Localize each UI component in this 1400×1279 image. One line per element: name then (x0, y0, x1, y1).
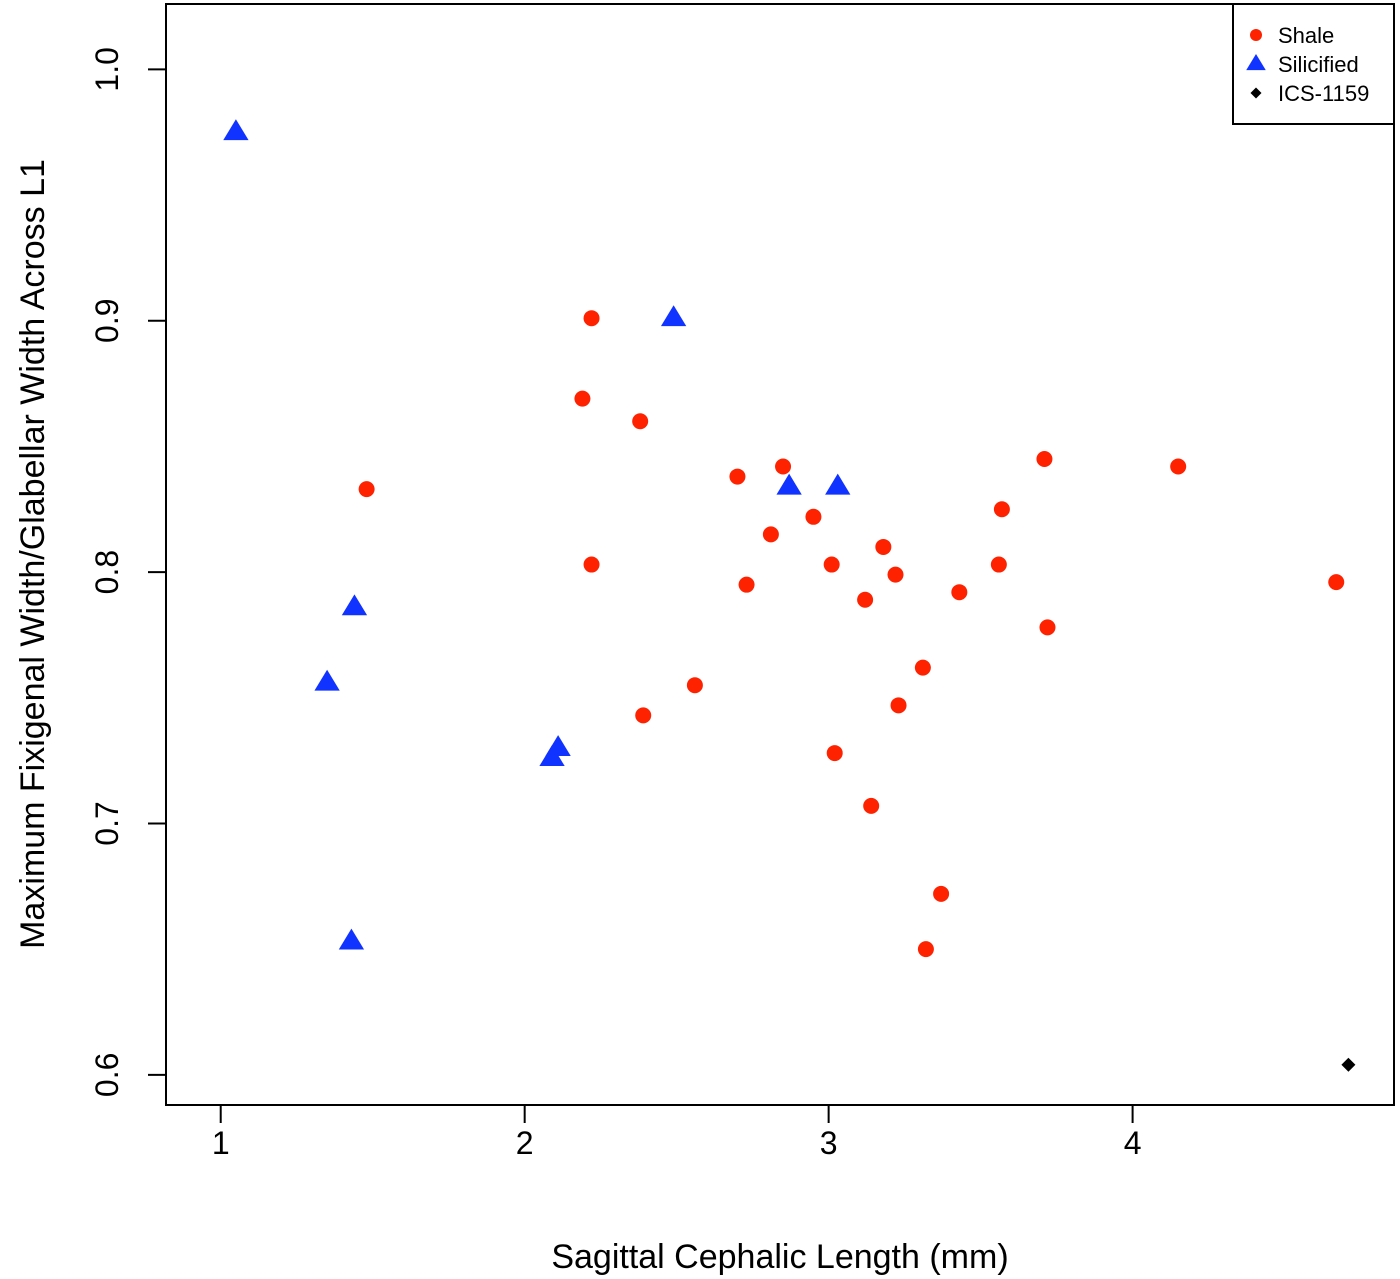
x-tick-label: 1 (212, 1125, 230, 1161)
x-tick-label: 2 (516, 1125, 534, 1161)
triangle-point (223, 119, 249, 141)
circle-point (358, 481, 375, 498)
series-shale (358, 310, 1345, 958)
legend-marker (1250, 87, 1262, 99)
x-axis-title: Sagittal Cephalic Length (mm) (551, 1238, 1008, 1276)
circle-point (686, 677, 703, 694)
legend-item: Silicified (1246, 52, 1359, 77)
circle-point (914, 659, 931, 676)
circle-point (805, 508, 822, 525)
circle-point (738, 576, 755, 593)
circle-point (632, 413, 649, 430)
circle-point (775, 458, 792, 475)
circle-point (933, 885, 950, 902)
y-axis: 0.6 0.7 0.8 0.9 1.0 (89, 47, 167, 1097)
circle-point (762, 526, 779, 543)
circle-point (917, 941, 934, 958)
x-axis: 1 2 3 4 (212, 1104, 1142, 1161)
y-tick-label: 0.9 (89, 298, 125, 342)
legend-item: ICS-1159 (1250, 81, 1369, 106)
triangle-point (338, 928, 365, 950)
circle-point (826, 745, 843, 762)
circle-point (990, 556, 1007, 573)
series-ics-1159 (1341, 1057, 1356, 1072)
circle-point (951, 584, 968, 601)
y-tick-label: 0.7 (89, 801, 125, 845)
legend-item: Shale (1250, 23, 1334, 48)
y-tick-label: 1.0 (89, 47, 125, 91)
circle-point (1039, 619, 1056, 636)
legend-label: Shale (1278, 23, 1334, 48)
y-tick-label: 0.6 (89, 1053, 125, 1097)
circle-point (887, 566, 904, 583)
circle-point (1328, 574, 1345, 591)
triangle-point (341, 594, 368, 616)
series-silicified (223, 119, 851, 950)
triangle-point (825, 473, 851, 495)
circle-point (729, 468, 746, 485)
circle-point (1036, 450, 1053, 467)
triangle-point (660, 305, 687, 327)
circle-point (890, 697, 907, 714)
data-points (223, 119, 1356, 1072)
circle-point (875, 538, 892, 555)
y-tick-label: 0.8 (89, 550, 125, 594)
legend: Shale Silicified ICS-1159 (1232, 3, 1395, 125)
y-axis-title: Maximum Fixigenal Width/Glabellar Width … (14, 159, 52, 949)
circle-point (1170, 458, 1187, 475)
circle-point (583, 310, 600, 327)
circle-point (857, 591, 874, 608)
diamond-point (1341, 1057, 1356, 1072)
legend-label: ICS-1159 (1278, 81, 1369, 106)
circle-point (583, 556, 600, 573)
legend-marker (1246, 53, 1266, 71)
circle-point (635, 707, 652, 724)
circle-point (863, 797, 880, 814)
triangle-point (545, 735, 571, 756)
circle-point (823, 556, 840, 573)
x-tick-label: 3 (820, 1125, 838, 1161)
legend-label: Silicified (1278, 52, 1359, 77)
triangle-point (314, 669, 340, 691)
legend-marker (1250, 29, 1262, 41)
circle-point (574, 390, 591, 407)
circle-point (993, 501, 1010, 518)
triangle-point (776, 473, 802, 495)
x-tick-label: 4 (1124, 1125, 1142, 1161)
